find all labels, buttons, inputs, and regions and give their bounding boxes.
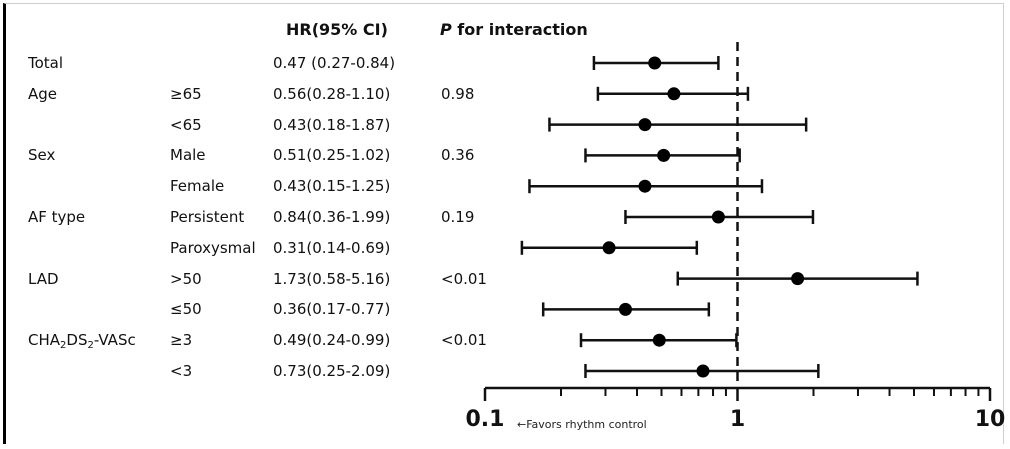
row-subgroup-label: ≥3 — [170, 331, 193, 350]
row-subgroup-label: <65 — [170, 115, 202, 134]
row-p-value: 0.36 — [441, 146, 475, 165]
row-hr-value: 1.73(0.58-5.16) — [273, 269, 391, 288]
row-hr-value: 0.56(0.28-1.10) — [273, 84, 391, 103]
hr-point — [638, 118, 652, 132]
hr-point — [638, 179, 652, 193]
row-group-label: AF type — [28, 208, 86, 226]
header-p-interaction: P for interaction — [440, 20, 588, 39]
row-hr-value: 0.47 (0.27-0.84) — [273, 54, 396, 72]
row-hr-value: 0.73(0.25-2.09) — [273, 362, 391, 380]
row-hr-value: 0.36(0.17-0.77) — [273, 300, 391, 319]
hr-point — [696, 364, 710, 378]
hr-point — [657, 148, 671, 162]
x-tick-label: 1 — [730, 407, 745, 432]
hr-point — [711, 210, 725, 224]
hr-point — [648, 56, 662, 70]
row-p-value: <0.01 — [441, 269, 487, 288]
row-subgroup-label: Female — [170, 177, 225, 196]
row-subgroup-label: Male — [170, 146, 206, 165]
row-subgroup-label: <3 — [170, 362, 193, 380]
row-hr-value: 0.43(0.15-1.25) — [273, 177, 391, 196]
row-hr-value: 0.51(0.25-1.02) — [273, 146, 391, 165]
row-subgroup-label: Paroxysmal — [170, 238, 256, 257]
row-hr-value: 0.31(0.14-0.69) — [273, 238, 391, 257]
hr-point — [618, 302, 632, 316]
row-hr-value: 0.84(0.36-1.99) — [273, 208, 391, 226]
row-group-label: LAD — [28, 269, 59, 288]
favors-annotation: ←Favors rhythm control — [517, 418, 647, 431]
x-tick-label: 10 — [975, 407, 1006, 432]
row-subgroup-label: >50 — [170, 269, 202, 288]
hr-point — [602, 241, 616, 255]
row-group-label: Age — [28, 84, 58, 103]
row-subgroup-label: Persistent — [170, 208, 245, 226]
header-hr-ci: HR(95% CI) — [286, 20, 388, 39]
hr-point — [667, 87, 681, 101]
row-p-value: 0.19 — [441, 208, 475, 226]
row-hr-value: 0.49(0.24-0.99) — [273, 331, 391, 350]
x-tick-label: 0.1 — [466, 407, 505, 432]
row-group-label: CHA2DS2-VASc — [28, 331, 136, 352]
row-group-label: Total — [28, 54, 64, 72]
row-p-value: <0.01 — [441, 331, 487, 350]
row-subgroup-label: ≥65 — [170, 84, 202, 103]
figure-frame — [3, 3, 1004, 444]
row-p-value: 0.98 — [441, 84, 475, 103]
header-p-italic: P — [440, 20, 452, 39]
row-group-label: Sex — [28, 146, 56, 165]
hr-point — [652, 333, 666, 347]
row-subgroup-label: ≤50 — [170, 300, 202, 319]
hr-point — [791, 272, 805, 286]
header-p-rest: for interaction — [451, 20, 588, 39]
row-hr-value: 0.43(0.18-1.87) — [273, 115, 391, 134]
